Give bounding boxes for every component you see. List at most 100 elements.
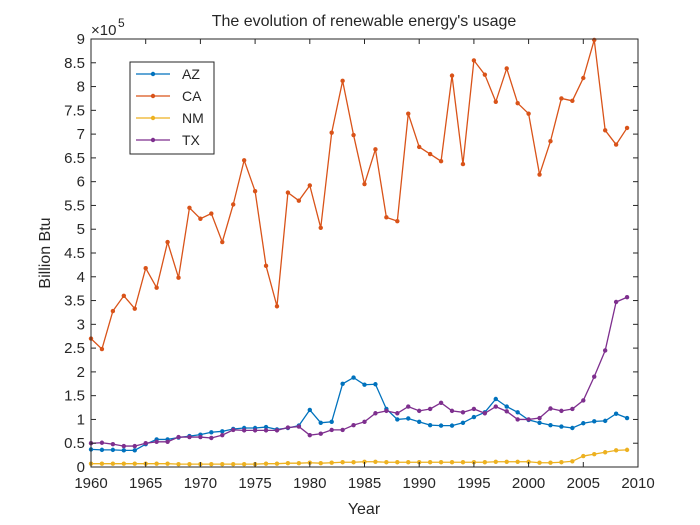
data-point-az [559, 424, 564, 429]
data-point-ca [537, 172, 542, 177]
y-tick-label: 8.5 [64, 55, 85, 72]
data-point-tx [351, 422, 356, 428]
data-point-ca [329, 130, 334, 135]
y-tick-label: 3 [77, 316, 85, 333]
x-tick-label: 1985 [348, 475, 381, 492]
data-point-tx [318, 431, 323, 436]
data-point-az [132, 448, 137, 453]
data-point-tx [624, 295, 630, 300]
data-point-ca [504, 66, 509, 71]
data-point-tx [449, 408, 455, 414]
legend: AZ CA NM TX [129, 61, 215, 155]
data-point-tx [548, 406, 553, 411]
y-axis-label: Billion Btu [37, 217, 54, 288]
data-point-az [515, 410, 520, 415]
data-point-ca [187, 205, 192, 211]
data-point-nm [296, 461, 302, 466]
data-point-ca [624, 125, 630, 131]
data-point-tx [241, 428, 247, 433]
data-point-az [110, 447, 116, 453]
x-tick-label: 1960 [74, 475, 107, 492]
data-point-ca [417, 144, 422, 150]
data-point-az [417, 419, 422, 425]
y-tick-label: 2.5 [64, 340, 85, 357]
y-exponent-label: ×10 [91, 22, 116, 39]
data-point-az [581, 421, 586, 426]
y-tick-label: 7 [77, 126, 85, 143]
data-point-nm [154, 461, 159, 466]
data-point-ca [613, 142, 619, 147]
data-point-tx [209, 435, 214, 441]
data-point-az [602, 418, 608, 424]
x-tick-label: 2000 [512, 475, 545, 492]
data-point-tx [493, 404, 498, 409]
x-tick-label: 1990 [403, 475, 436, 492]
data-point-nm [263, 461, 269, 466]
data-point-ca [165, 239, 170, 245]
y-tick-label: 0 [77, 459, 85, 476]
data-point-tx [132, 443, 137, 449]
data-point-az [329, 419, 334, 425]
data-point-az [318, 420, 323, 425]
legend-item-az: AZ [136, 66, 200, 82]
data-point-tx [471, 406, 477, 412]
data-point-nm [438, 460, 444, 465]
data-point-ca [526, 111, 531, 116]
legend-label: NM [182, 110, 204, 126]
data-point-az [220, 429, 225, 434]
data-point-nm [537, 460, 542, 465]
data-point-ca [154, 285, 159, 290]
data-point-az [548, 422, 553, 428]
x-tick-label: 1980 [293, 475, 326, 492]
data-point-ca [592, 37, 597, 43]
data-point-az [427, 422, 433, 428]
data-point-ca [570, 98, 575, 104]
data-point-nm [220, 461, 225, 467]
data-point-nm [592, 451, 597, 457]
data-point-ca [231, 202, 236, 207]
data-point-nm [176, 461, 181, 467]
data-point-ca [471, 58, 477, 63]
data-point-nm [493, 459, 498, 464]
data-point-ca [198, 216, 203, 221]
legend-swatch-marker [150, 71, 156, 77]
data-point-az [493, 396, 498, 402]
data-point-tx [570, 406, 575, 412]
data-point-tx [602, 348, 608, 353]
legend-swatch-marker [150, 115, 156, 121]
data-point-ca [121, 293, 127, 298]
data-point-ca [438, 159, 444, 164]
y-tick-label: 9 [77, 31, 85, 48]
legend-item-tx: TX [136, 132, 201, 148]
data-point-ca [307, 183, 312, 188]
data-point-nm [406, 460, 411, 465]
data-point-az [624, 415, 630, 421]
data-point-nm [132, 461, 137, 466]
y-tick-label: 3.5 [64, 293, 85, 310]
data-point-tx [362, 419, 367, 425]
data-point-nm [504, 459, 509, 464]
data-point-ca [176, 275, 181, 280]
data-point-nm [581, 453, 586, 459]
y-tick-label: 4 [77, 269, 85, 286]
data-point-ca [143, 266, 148, 271]
data-point-az [592, 419, 597, 424]
data-point-ca [581, 75, 586, 81]
data-point-tx [296, 424, 302, 429]
data-point-tx [460, 410, 466, 415]
y-tick-label: 5 [77, 221, 85, 238]
data-point-tx [592, 374, 597, 379]
data-point-nm [285, 461, 291, 466]
legend-label: TX [182, 132, 201, 148]
data-point-tx [537, 415, 542, 421]
data-point-az [460, 420, 466, 425]
y-tick-label: 7.5 [64, 102, 85, 119]
data-point-ca [427, 151, 433, 157]
series-line-ca [90, 39, 628, 351]
data-point-ca [285, 190, 291, 195]
data-point-nm [362, 459, 367, 464]
data-point-tx [340, 427, 345, 433]
data-point-tx [373, 411, 378, 416]
data-point-az [99, 447, 105, 453]
series-ca [88, 37, 630, 352]
